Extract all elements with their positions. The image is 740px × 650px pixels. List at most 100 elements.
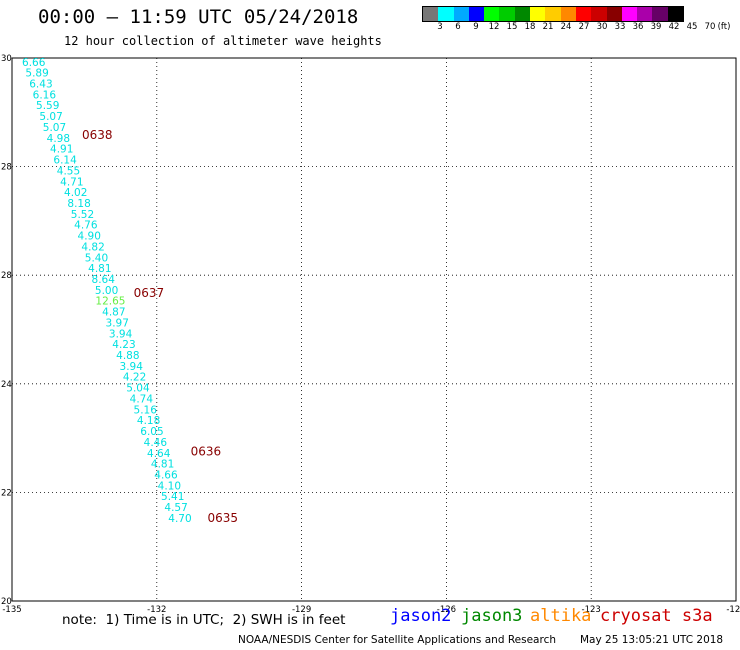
color-scale-label: 70 — [704, 22, 716, 32]
wave-height-value: 5.59 — [36, 100, 59, 112]
page-title: 00:00 – 11:59 UTC 05/24/2018 — [38, 6, 359, 28]
wave-height-value: 5.07 — [39, 111, 62, 123]
color-swatch-16 — [667, 7, 684, 21]
pass-time-label: 0637 — [134, 286, 165, 300]
generated-timestamp: May 25 13:05:21 UTC 2018 — [580, 634, 724, 646]
color-scale-label: 6 — [455, 22, 461, 32]
color-swatch-3 — [468, 7, 485, 21]
wave-height-value: 4.91 — [50, 144, 73, 156]
color-scale-label: 30 — [596, 22, 608, 32]
color-scale-label: 3 — [437, 22, 443, 32]
wave-height-value: 4.46 — [144, 437, 168, 449]
wave-height-value: 3.94 — [109, 328, 133, 340]
y-tick-label: 22 — [1, 488, 12, 498]
color-scale-labels: 3 6 9 12 15 18 21 24 27 30 33 36 39 42 45 70 (ft) — [422, 22, 730, 34]
color-swatch-14 — [637, 7, 653, 21]
wave-height-value: 4.76 — [74, 220, 98, 232]
x-tick-label: -120 — [726, 605, 740, 615]
color-scale-label: 33 — [614, 22, 626, 32]
credit-line: NOAA/NESDIS Center for Satellite Applica… — [238, 634, 556, 646]
wave-height-value: 4.81 — [151, 459, 174, 471]
legend-altika: altika — [530, 606, 592, 626]
pass-time-label: 0638 — [82, 128, 113, 142]
color-swatch-6 — [514, 7, 531, 21]
wave-height-value: 6.43 — [29, 79, 52, 91]
wave-height-value: 4.64 — [147, 448, 171, 460]
color-scale-label: 27 — [578, 22, 590, 32]
x-tick-label: -132 — [147, 605, 166, 615]
color-swatch-13 — [621, 7, 638, 21]
pass-time-label: 0635 — [207, 511, 238, 525]
color-scale-label: 24 — [560, 22, 572, 32]
color-scale-label: 15 — [506, 22, 518, 32]
x-tick-label: -129 — [292, 605, 311, 615]
color-scale-label: 21 — [542, 22, 554, 32]
color-swatch-15 — [652, 7, 668, 21]
wave-height-value: 4.98 — [47, 133, 70, 145]
wave-height-value: 5.07 — [43, 122, 66, 134]
wave-height-value: 4.66 — [154, 469, 178, 481]
wave-height-value: 4.57 — [164, 502, 187, 514]
color-swatch-10 — [575, 7, 592, 21]
color-swatch-11 — [591, 7, 607, 21]
wave-height-value: 4.74 — [130, 393, 154, 405]
y-tick-label: 20 — [1, 597, 12, 607]
wave-height-value: 4.22 — [123, 372, 146, 384]
wave-height-value: 5.16 — [134, 404, 158, 416]
color-swatch-12 — [606, 7, 622, 21]
wave-height-value: 4.23 — [112, 339, 135, 351]
y-tick-label: 28 — [1, 163, 12, 173]
wave-height-value: 5.89 — [25, 68, 48, 80]
x-tick-label: -123 — [582, 605, 601, 615]
legend-jason2: jason2 — [390, 606, 452, 626]
x-tick-label: -126 — [437, 605, 456, 615]
wave-height-value: 5.04 — [126, 383, 150, 395]
wave-height-value: 4.18 — [137, 415, 160, 427]
wave-height-value: 4.55 — [57, 165, 80, 177]
wave-height-value: 4.02 — [64, 187, 87, 199]
legend-jason3: jason3 — [461, 606, 523, 626]
color-scale-label: 39 — [650, 22, 662, 32]
wave-height-value: 5.41 — [161, 491, 184, 503]
legend-cryosat: cryosat s3a — [600, 606, 713, 626]
wave-height-value: 3.94 — [120, 361, 144, 373]
color-scale-label: 42 — [668, 22, 680, 32]
footer-note: note: 1) Time is in UTC; 2) SWH is in fe… — [62, 612, 346, 628]
color-scale-label: 12 — [488, 22, 500, 32]
y-tick-label: 24 — [1, 380, 12, 390]
page-subtitle: 12 hour collection of altimeter wave hei… — [64, 34, 382, 48]
wave-height-value: 5.52 — [71, 209, 94, 221]
color-swatch-0 — [423, 7, 439, 21]
color-swatch-5 — [499, 7, 515, 21]
wave-height-value: 8.18 — [67, 198, 90, 210]
pass-time-label: 0636 — [191, 445, 222, 459]
wave-height-value: 4.88 — [116, 350, 139, 362]
color-swatch-2 — [453, 7, 469, 21]
wave-height-value: 4.82 — [81, 241, 104, 253]
plot-frame — [11, 57, 737, 602]
wave-height-value: 6.05 — [140, 426, 163, 438]
color-scale-bar — [422, 6, 685, 22]
wave-height-value: 4.90 — [78, 231, 101, 243]
wave-height-value: 5.40 — [85, 252, 108, 264]
wave-height-value: 8.64 — [92, 274, 116, 286]
wave-height-value: 4.10 — [158, 480, 181, 492]
wave-height-value: 6.16 — [33, 89, 57, 101]
color-swatch-4 — [484, 7, 500, 21]
wave-height-value: 4.70 — [168, 513, 191, 525]
color-swatch-9 — [560, 7, 576, 21]
wave-height-value: 6.14 — [53, 155, 77, 167]
color-scale-label: 18 — [524, 22, 536, 32]
wave-height-value: 4.71 — [60, 176, 83, 188]
wave-height-value: 5.00 — [95, 285, 118, 297]
color-swatch-8 — [545, 7, 561, 21]
wave-height-value: 4.87 — [102, 307, 125, 319]
color-scale-label: 45 — [686, 22, 698, 32]
color-swatch-7 — [530, 7, 546, 21]
wave-height-value: 12.65 — [95, 296, 125, 308]
wave-height-value: 4.81 — [88, 263, 111, 275]
color-scale-label: 9 — [473, 22, 479, 32]
color-swatch-1 — [438, 7, 454, 21]
wave-height-value: 3.97 — [106, 317, 129, 329]
